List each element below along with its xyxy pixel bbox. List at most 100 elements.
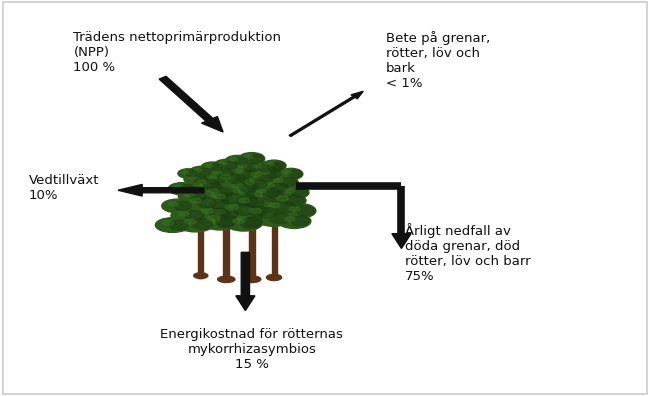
Ellipse shape (241, 169, 255, 177)
Ellipse shape (246, 198, 264, 208)
Ellipse shape (201, 162, 224, 172)
Ellipse shape (284, 195, 304, 206)
Ellipse shape (238, 164, 247, 168)
Bar (224, 221, 229, 282)
Ellipse shape (244, 155, 252, 159)
Ellipse shape (279, 168, 303, 180)
Ellipse shape (266, 274, 281, 280)
Ellipse shape (217, 192, 232, 200)
Ellipse shape (208, 188, 218, 193)
Ellipse shape (168, 202, 178, 206)
Ellipse shape (231, 168, 255, 179)
Ellipse shape (289, 170, 302, 178)
Ellipse shape (194, 181, 223, 193)
Ellipse shape (262, 164, 270, 168)
Ellipse shape (182, 171, 188, 174)
Text: Energikostnad för rötternas
mykorrhizasymbios
15 %: Energikostnad för rötternas mykorrhizasy… (161, 328, 343, 371)
Ellipse shape (289, 207, 300, 211)
Ellipse shape (194, 205, 231, 221)
Ellipse shape (215, 215, 237, 227)
Ellipse shape (256, 168, 282, 180)
Ellipse shape (189, 176, 197, 179)
Ellipse shape (226, 180, 259, 195)
Ellipse shape (278, 214, 311, 228)
Ellipse shape (155, 218, 190, 232)
Ellipse shape (264, 183, 274, 188)
Ellipse shape (198, 198, 216, 208)
Ellipse shape (249, 206, 268, 216)
Ellipse shape (227, 174, 244, 183)
Ellipse shape (285, 217, 295, 221)
Ellipse shape (258, 171, 276, 181)
Ellipse shape (224, 161, 237, 169)
Ellipse shape (208, 167, 235, 180)
Ellipse shape (214, 188, 232, 197)
Ellipse shape (211, 164, 223, 171)
Ellipse shape (178, 169, 199, 178)
Ellipse shape (229, 196, 241, 201)
Ellipse shape (211, 193, 220, 197)
Ellipse shape (250, 186, 281, 199)
Ellipse shape (226, 178, 235, 182)
Ellipse shape (254, 165, 261, 168)
Ellipse shape (184, 219, 196, 224)
Text: Vedtillväxt
10%: Vedtillväxt 10% (29, 174, 99, 202)
Ellipse shape (233, 204, 255, 215)
Ellipse shape (257, 208, 278, 218)
Ellipse shape (270, 183, 288, 192)
Ellipse shape (240, 183, 258, 192)
Ellipse shape (176, 216, 214, 232)
Ellipse shape (174, 185, 183, 189)
Ellipse shape (199, 212, 239, 229)
Ellipse shape (221, 193, 259, 209)
Ellipse shape (269, 193, 306, 209)
Ellipse shape (244, 163, 259, 172)
Ellipse shape (220, 174, 231, 179)
Ellipse shape (250, 154, 263, 163)
Ellipse shape (235, 204, 269, 219)
Ellipse shape (254, 191, 267, 197)
Ellipse shape (168, 183, 196, 195)
Ellipse shape (207, 215, 220, 221)
Ellipse shape (226, 155, 249, 166)
Ellipse shape (255, 211, 291, 226)
Ellipse shape (239, 178, 268, 191)
Ellipse shape (256, 188, 266, 193)
Ellipse shape (266, 170, 281, 178)
Ellipse shape (240, 218, 261, 228)
Ellipse shape (162, 221, 174, 225)
Ellipse shape (203, 179, 220, 188)
Ellipse shape (217, 201, 257, 218)
Ellipse shape (244, 169, 278, 184)
Ellipse shape (210, 176, 217, 179)
Ellipse shape (261, 170, 270, 174)
Ellipse shape (187, 170, 198, 177)
Ellipse shape (190, 177, 221, 191)
Ellipse shape (204, 216, 235, 230)
FancyArrow shape (289, 91, 363, 137)
Ellipse shape (206, 190, 233, 202)
Ellipse shape (267, 162, 274, 166)
Ellipse shape (242, 205, 279, 221)
Ellipse shape (185, 211, 204, 221)
Ellipse shape (276, 196, 289, 201)
Ellipse shape (190, 192, 206, 201)
Ellipse shape (259, 164, 270, 171)
Ellipse shape (209, 207, 240, 221)
Ellipse shape (215, 209, 225, 214)
Ellipse shape (214, 176, 227, 183)
FancyArrow shape (159, 76, 223, 132)
Ellipse shape (183, 195, 218, 210)
Ellipse shape (280, 186, 309, 199)
Ellipse shape (205, 174, 228, 185)
Ellipse shape (206, 164, 213, 168)
Ellipse shape (263, 188, 280, 197)
Ellipse shape (291, 216, 309, 226)
Ellipse shape (179, 185, 194, 193)
Ellipse shape (214, 171, 246, 186)
Ellipse shape (237, 195, 257, 206)
Ellipse shape (226, 215, 262, 231)
Ellipse shape (263, 214, 274, 219)
Ellipse shape (245, 180, 255, 185)
Ellipse shape (170, 220, 188, 230)
